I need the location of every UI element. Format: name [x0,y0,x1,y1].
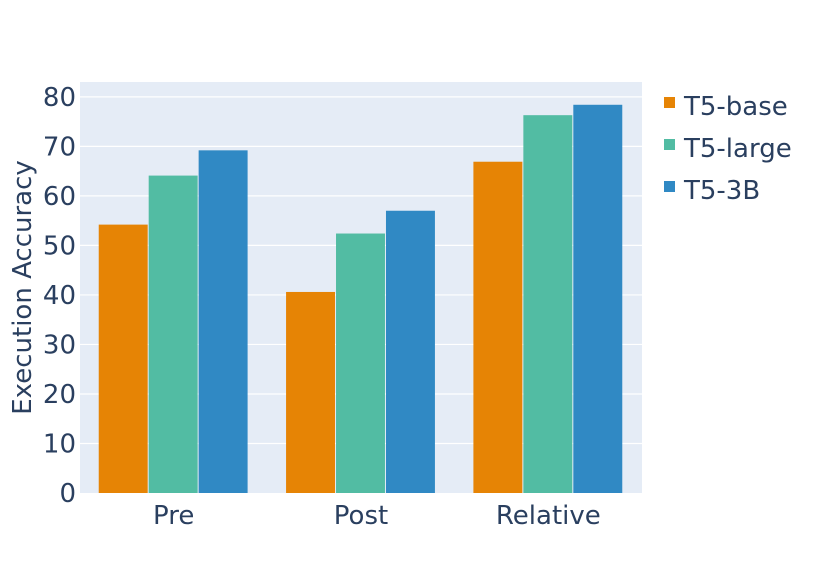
legend-swatch [664,97,675,108]
y-axis-title: Execution Accuracy [8,160,38,415]
y-tick-label: 70 [43,132,76,162]
legend-label: T5-large [683,134,792,164]
bar-t5-large-relative [523,115,573,493]
x-tick-label: Post [334,501,388,531]
y-tick-label: 10 [43,429,76,459]
bar-t5-base-relative [473,161,523,493]
x-tick-label: Relative [496,501,601,531]
y-tick-label: 40 [43,281,76,311]
y-tick-label: 80 [43,83,76,113]
bars [98,104,623,493]
legend-swatch [664,139,675,150]
y-tick-label: 60 [43,182,76,212]
y-tick-labels: 0 10 20 30 40 50 60 70 80 [43,83,76,509]
bar-t5-large-post [336,233,385,493]
x-tick-label: Pre [153,501,194,531]
y-tick-label: 0 [59,479,76,509]
legend-label: T5-3B [683,176,760,206]
y-tick-label: 30 [43,330,76,360]
bar-t5-3b-relative [573,104,623,493]
bar-t5-3b-post [385,210,435,493]
y-tick-label: 20 [43,380,76,410]
bar-t5-base-post [286,291,336,493]
legend-label: T5-base [683,92,788,122]
bar-t5-base-pre [98,224,148,493]
legend-swatch [664,181,675,192]
y-tick-label: 50 [43,231,76,261]
bar-t5-3b-pre [198,150,248,493]
legend: T5-base T5-large T5-3B [664,92,792,206]
x-tick-labels: Pre Post Relative [153,501,601,531]
bar-t5-large-pre [148,175,198,493]
